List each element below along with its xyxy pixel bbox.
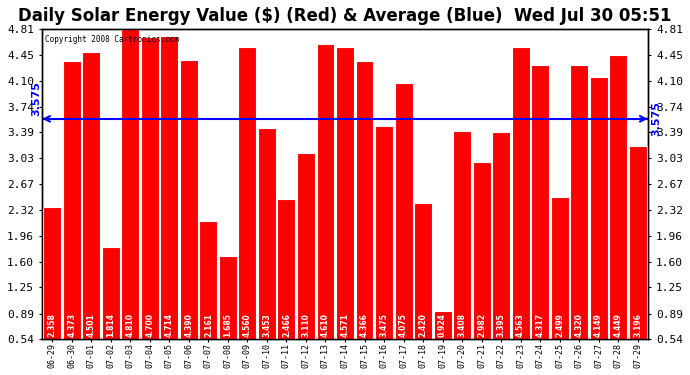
Text: 3.196: 3.196 <box>633 313 642 337</box>
Bar <box>551 197 569 375</box>
Bar <box>492 132 510 375</box>
Title: Daily Solar Energy Value ($) (Red) & Average (Blue)  Wed Jul 30 05:51: Daily Solar Energy Value ($) (Red) & Ave… <box>18 7 672 25</box>
Text: 4.449: 4.449 <box>613 313 622 337</box>
Bar <box>375 126 393 375</box>
Bar <box>141 37 159 375</box>
Bar <box>258 128 276 375</box>
Text: 2.466: 2.466 <box>282 313 291 337</box>
Text: 3.110: 3.110 <box>302 313 310 337</box>
Bar <box>414 202 432 375</box>
Bar <box>199 221 217 375</box>
Text: 4.390: 4.390 <box>184 313 193 337</box>
Bar <box>355 62 373 375</box>
Text: 2.982: 2.982 <box>477 313 486 337</box>
Bar <box>590 77 608 375</box>
Bar <box>531 65 549 375</box>
Bar <box>160 36 178 375</box>
Bar <box>609 56 627 375</box>
Text: 4.810: 4.810 <box>126 313 135 337</box>
Text: 4.320: 4.320 <box>575 313 584 337</box>
Bar <box>433 311 451 375</box>
Text: 4.149: 4.149 <box>594 313 603 337</box>
Text: 4.373: 4.373 <box>68 313 77 337</box>
Bar <box>219 256 237 375</box>
Text: 2.161: 2.161 <box>204 313 213 337</box>
Text: 4.610: 4.610 <box>321 313 330 337</box>
Text: 4.563: 4.563 <box>516 313 525 337</box>
Text: 2.358: 2.358 <box>48 313 57 337</box>
Text: 3.575: 3.575 <box>651 101 662 136</box>
Text: 4.571: 4.571 <box>340 313 350 337</box>
Text: 2.499: 2.499 <box>555 313 564 337</box>
Text: 3.475: 3.475 <box>380 313 388 337</box>
Bar <box>239 47 257 375</box>
Text: 2.420: 2.420 <box>419 313 428 337</box>
Text: 4.714: 4.714 <box>165 313 174 337</box>
Bar <box>395 82 413 375</box>
Bar <box>180 60 198 375</box>
Bar <box>336 46 354 375</box>
Text: 4.700: 4.700 <box>146 313 155 337</box>
Text: 0.924: 0.924 <box>438 313 447 337</box>
Text: 3.395: 3.395 <box>497 313 506 337</box>
Text: 4.075: 4.075 <box>399 313 408 337</box>
Bar <box>570 65 588 375</box>
Bar <box>277 199 295 375</box>
Text: 3.575: 3.575 <box>32 81 41 116</box>
Bar <box>102 246 120 375</box>
Text: 4.366: 4.366 <box>360 313 369 337</box>
Text: Copyright 2008 Cartronics.com: Copyright 2008 Cartronics.com <box>45 36 179 45</box>
Text: 4.317: 4.317 <box>535 313 544 337</box>
Text: 3.408: 3.408 <box>457 313 466 337</box>
Text: 3.453: 3.453 <box>262 313 271 337</box>
Bar <box>473 162 491 375</box>
Bar <box>63 61 81 375</box>
Bar <box>453 131 471 375</box>
Bar <box>297 153 315 375</box>
Text: 1.814: 1.814 <box>106 313 115 337</box>
Bar <box>317 44 335 375</box>
Bar <box>512 47 530 375</box>
Text: 4.560: 4.560 <box>243 313 252 337</box>
Bar <box>82 52 100 375</box>
Text: 4.501: 4.501 <box>87 313 96 337</box>
Bar <box>121 29 139 375</box>
Text: 1.685: 1.685 <box>224 313 233 337</box>
Bar <box>43 207 61 375</box>
Bar <box>629 146 647 375</box>
